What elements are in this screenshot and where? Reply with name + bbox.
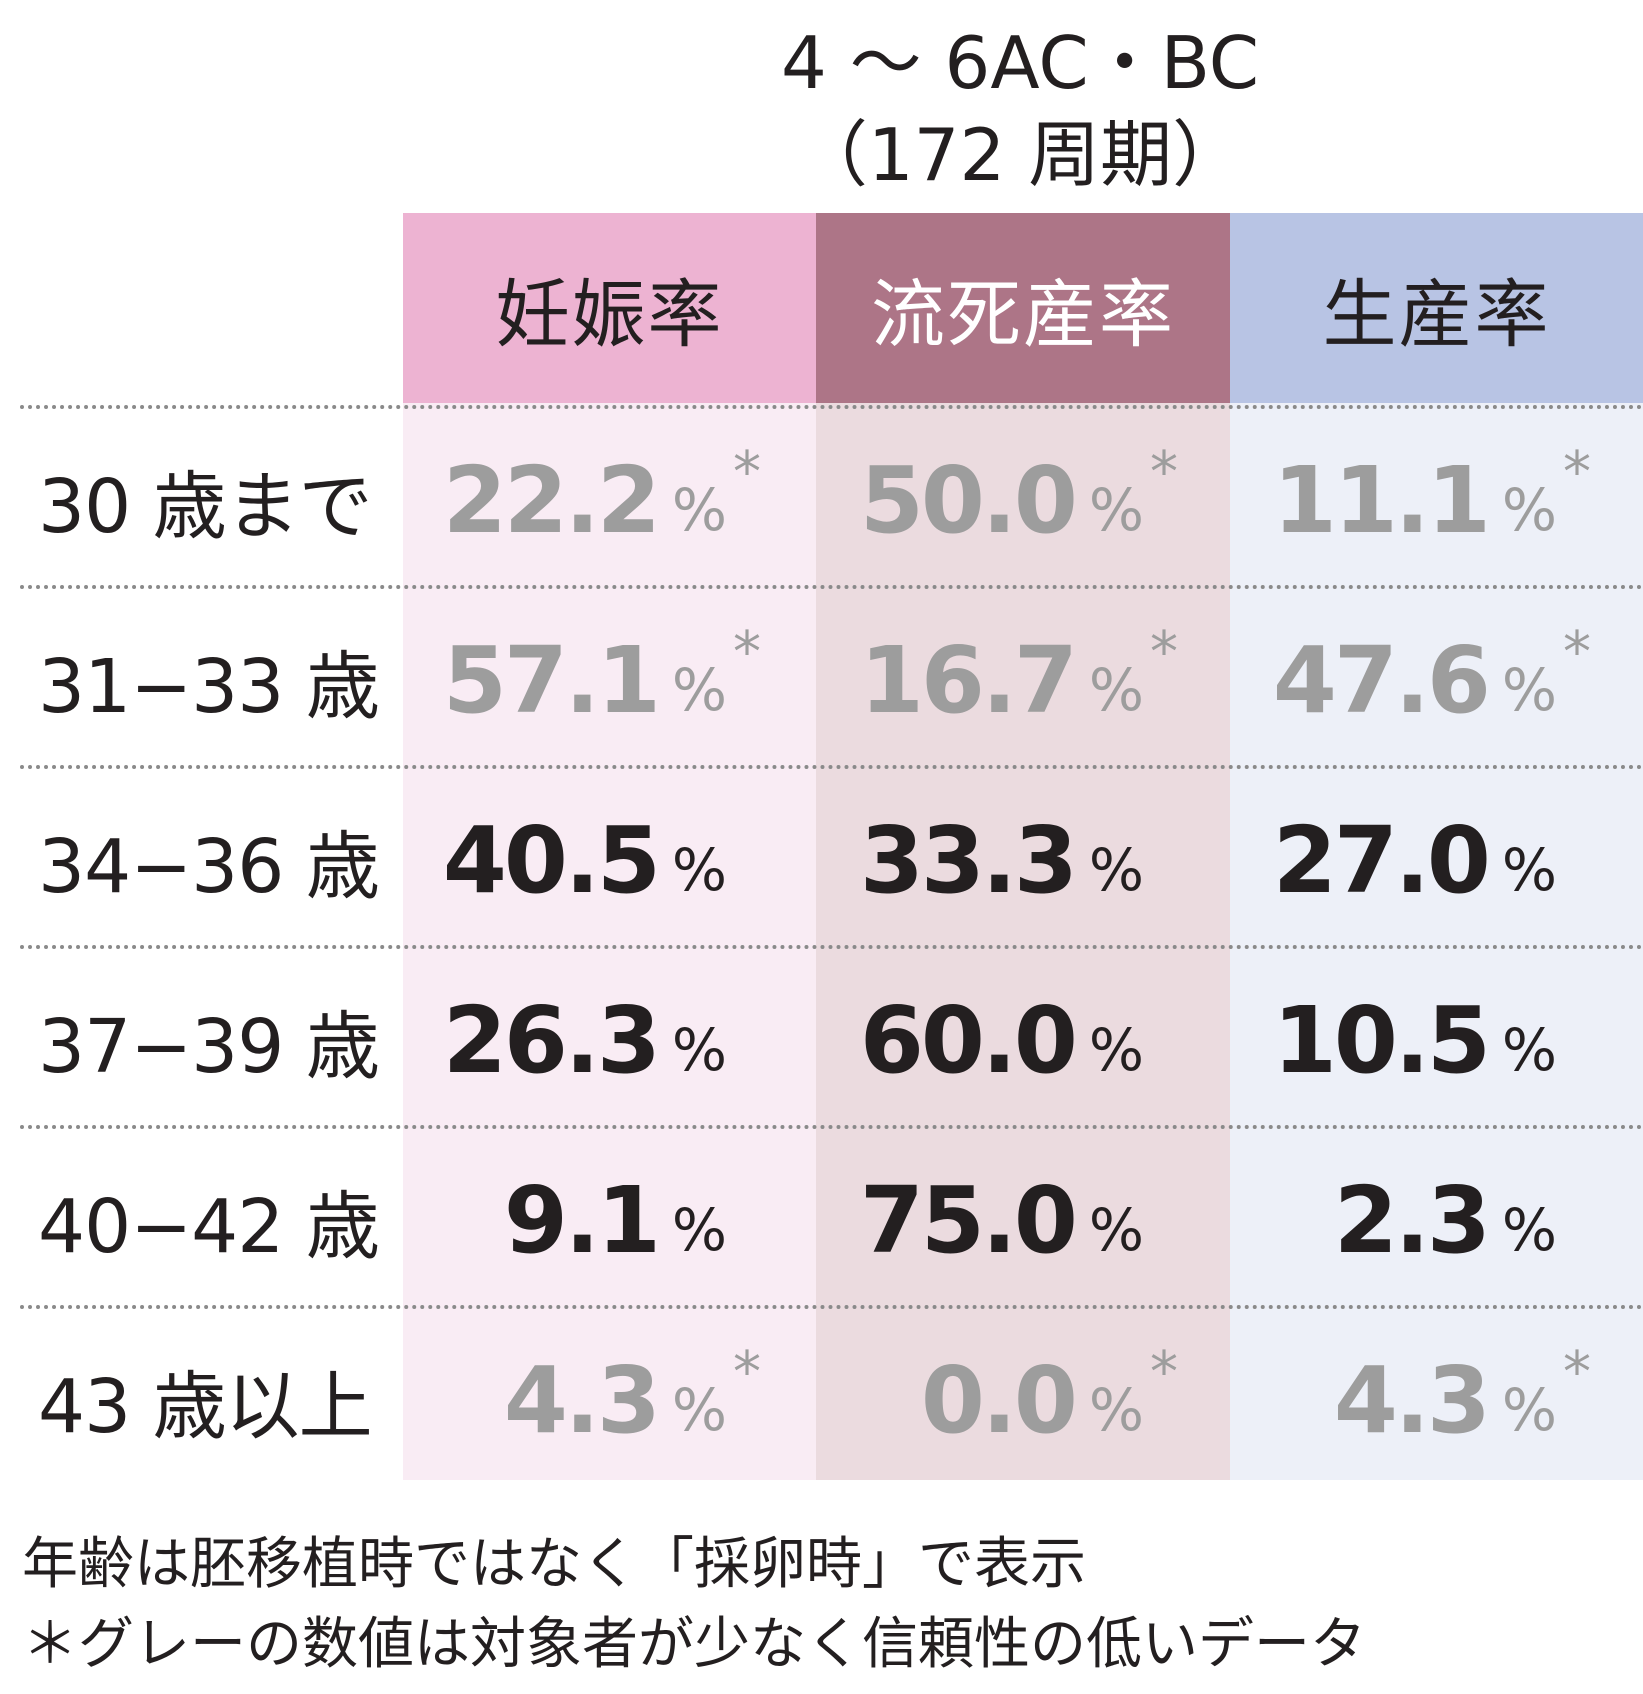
low-reliability-marker: *	[1150, 620, 1178, 685]
low-reliability-marker: *	[1563, 620, 1591, 685]
table-cell-live-birth-rate: 47.6% *	[1230, 620, 1603, 740]
table-cell-pregnancy-rate: 26.3%	[403, 980, 773, 1100]
low-reliability-marker: *	[1563, 1340, 1591, 1405]
low-reliability-marker: *	[733, 440, 761, 505]
row-separator	[20, 405, 1643, 409]
cell-unit: %	[1088, 1196, 1144, 1264]
cell-unit: %	[671, 476, 727, 544]
table-cell-pregnancy-rate: 9.1%	[403, 1160, 773, 1280]
table-cell-miscarriage-rate: 75.0%	[816, 1160, 1190, 1280]
low-reliability-marker: *	[1563, 440, 1591, 505]
column-body-pregnancy-rate	[403, 403, 816, 1480]
cell-value: 75.0	[859, 1166, 1078, 1274]
row-label-age-group: 34−36 歳	[38, 823, 380, 910]
table-cell-live-birth-rate: 11.1% *	[1230, 440, 1603, 560]
cell-unit: %	[1501, 1376, 1557, 1444]
table-cell-live-birth-rate: 10.5%	[1230, 980, 1603, 1100]
cell-value: 4.3	[1333, 1346, 1491, 1454]
table-cell-miscarriage-rate: 16.7% *	[816, 620, 1190, 740]
cell-unit: %	[1088, 1376, 1144, 1444]
cell-unit: %	[1088, 836, 1144, 904]
low-reliability-marker: *	[1150, 440, 1178, 505]
cell-unit: %	[1501, 476, 1557, 544]
cell-value: 11.1	[1272, 446, 1491, 554]
cell-unit: %	[671, 1016, 727, 1084]
column-header-miscarriage-rate: 流死産率	[816, 213, 1230, 403]
table-cell-live-birth-rate: 4.3% *	[1230, 1340, 1603, 1460]
cell-value: 9.1	[503, 1166, 661, 1274]
low-reliability-marker: *	[1150, 1340, 1178, 1405]
cell-unit: %	[1501, 836, 1557, 904]
cell-unit: %	[1501, 1016, 1557, 1084]
footnote-age-basis: 年齢は胚移植時ではなく「採卵時」で表示	[22, 1532, 1086, 1597]
cell-value: 16.7	[859, 626, 1078, 734]
cell-value: 10.5	[1272, 986, 1491, 1094]
cell-value: 47.6	[1272, 626, 1491, 734]
cell-value: 2.3	[1333, 1166, 1491, 1274]
cell-unit: %	[1088, 656, 1144, 724]
row-separator	[20, 765, 1643, 769]
row-separator	[20, 1305, 1643, 1309]
table-cell-miscarriage-rate: 33.3%	[816, 800, 1190, 920]
cell-value: 26.3	[442, 986, 661, 1094]
cell-unit: %	[1501, 1196, 1557, 1264]
row-label-age-group: 40−42 歳	[38, 1183, 380, 1270]
row-separator	[20, 1125, 1643, 1129]
cell-value: 0.0	[920, 1346, 1078, 1454]
table-cell-pregnancy-rate: 40.5%	[403, 800, 773, 920]
table-cell-pregnancy-rate: 4.3% *	[403, 1340, 773, 1460]
cell-value: 33.3	[859, 806, 1078, 914]
row-label-age-group: 37−39 歳	[38, 1003, 380, 1090]
chart-title-line-1: 4 〜 6AC・BC	[780, 21, 1260, 105]
cell-unit: %	[671, 656, 727, 724]
cell-unit: %	[1501, 656, 1557, 724]
row-separator	[20, 945, 1643, 949]
column-body-miscarriage-rate	[816, 403, 1230, 1480]
row-label-age-group: 43 歳以上	[38, 1363, 373, 1450]
chart-title-line-2: （172 周期）	[795, 113, 1245, 197]
cell-unit: %	[671, 1196, 727, 1264]
cell-value: 4.3	[503, 1346, 661, 1454]
table-cell-pregnancy-rate: 57.1% *	[403, 620, 773, 740]
footnote-low-reliability: ＊グレーの数値は対象者が少なく信頼性の低いデータ	[22, 1612, 1366, 1677]
cell-value: 40.5	[442, 806, 661, 914]
table-cell-miscarriage-rate: 0.0% *	[816, 1340, 1190, 1460]
cell-unit: %	[671, 836, 727, 904]
cell-value: 27.0	[1272, 806, 1491, 914]
cell-value: 60.0	[859, 986, 1078, 1094]
cell-value: 57.1	[442, 626, 661, 734]
cell-value: 50.0	[859, 446, 1078, 554]
cell-unit: %	[1088, 1016, 1144, 1084]
row-label-age-group: 30 歳まで	[38, 463, 373, 550]
table-cell-miscarriage-rate: 60.0%	[816, 980, 1190, 1100]
cell-unit: %	[671, 1376, 727, 1444]
low-reliability-marker: *	[733, 1340, 761, 1405]
table-cell-pregnancy-rate: 22.2% *	[403, 440, 773, 560]
cell-value: 22.2	[442, 446, 661, 554]
table-cell-miscarriage-rate: 50.0% *	[816, 440, 1190, 560]
column-header-live-birth-rate: 生産率	[1230, 213, 1643, 403]
cell-unit: %	[1088, 476, 1144, 544]
column-header-pregnancy-rate: 妊娠率	[403, 213, 816, 403]
low-reliability-marker: *	[733, 620, 761, 685]
table-cell-live-birth-rate: 27.0%	[1230, 800, 1603, 920]
table-cell-live-birth-rate: 2.3%	[1230, 1160, 1603, 1280]
row-label-age-group: 31−33 歳	[38, 643, 380, 730]
row-separator	[20, 585, 1643, 589]
column-body-live-birth-rate	[1230, 403, 1643, 1480]
